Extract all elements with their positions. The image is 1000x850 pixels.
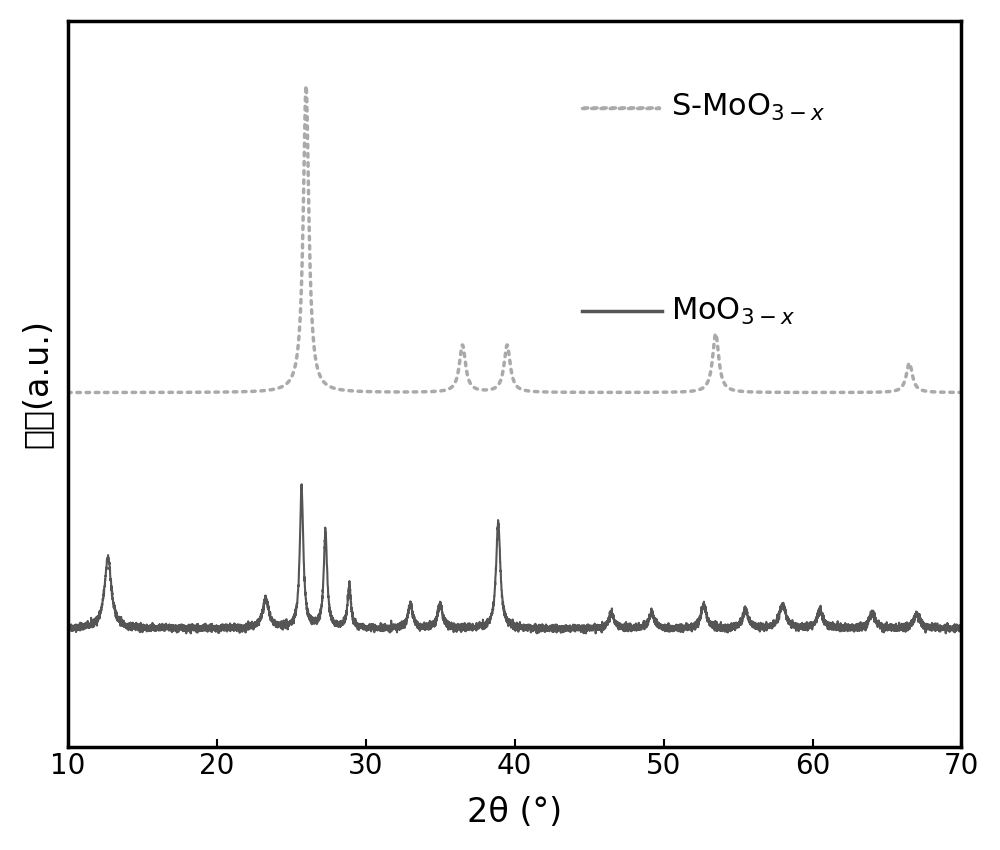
X-axis label: 2θ (°): 2θ (°) (467, 796, 562, 829)
Text: MoO$_{3-x}$: MoO$_{3-x}$ (671, 296, 795, 326)
Y-axis label: 强度(a.u.): 强度(a.u.) (21, 320, 54, 448)
Text: S-MoO$_{3-x}$: S-MoO$_{3-x}$ (671, 93, 825, 123)
